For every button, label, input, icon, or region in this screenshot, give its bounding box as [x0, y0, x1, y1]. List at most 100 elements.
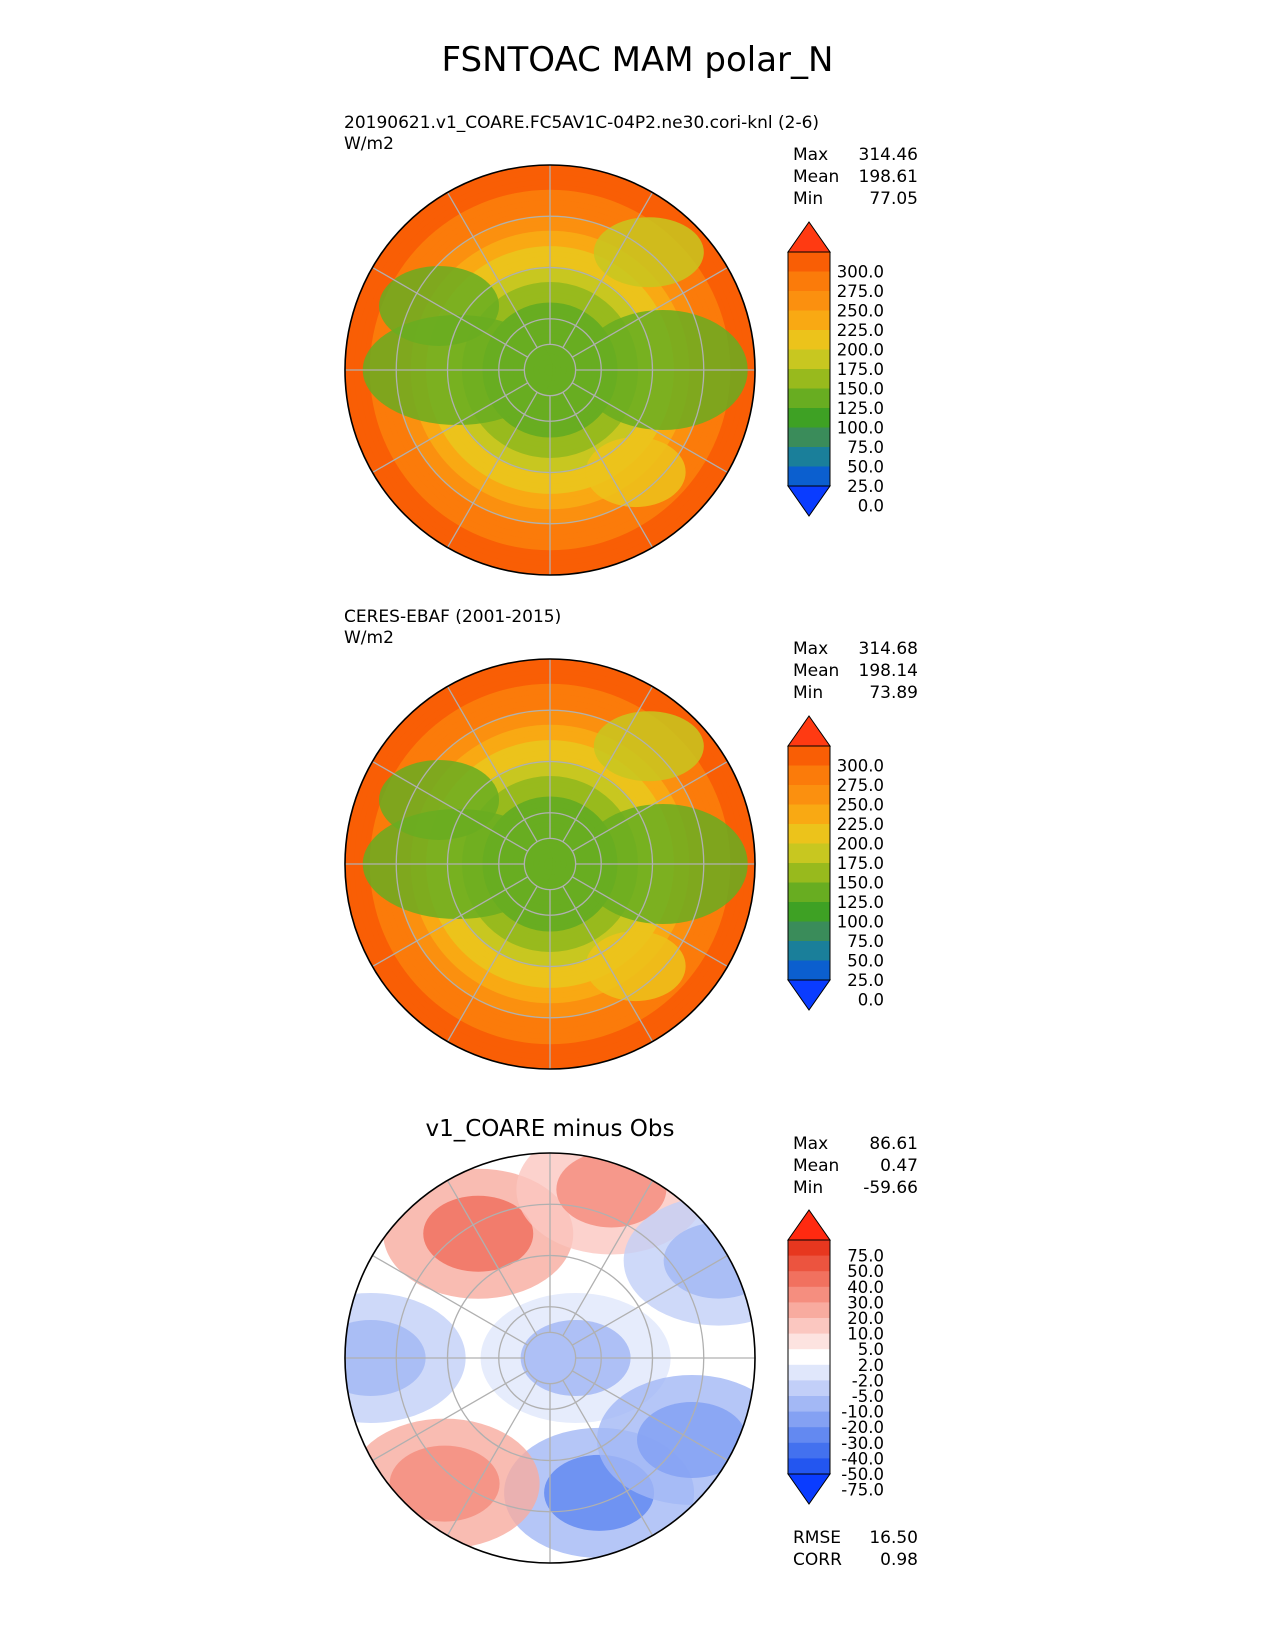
colorbar-tick-label: 10.0 — [847, 1325, 884, 1344]
colorbar-tick-label: 0.0 — [858, 497, 884, 516]
graticule — [345, 659, 755, 1069]
colorbar-difference: 75.050.040.030.020.010.05.02.0-2.0-5.0-1… — [787, 1209, 884, 1505]
meridian — [367, 758, 529, 852]
colorbar-segment — [788, 271, 830, 292]
meridian — [367, 1252, 529, 1346]
colorbar-segment — [788, 447, 830, 467]
colorbar-segment — [788, 804, 830, 825]
meridian — [562, 1379, 656, 1541]
panel-test-stats: Max 314.46 Mean 198.61 Min 77.05 — [793, 144, 918, 210]
colorbar-tick-label: 275.0 — [837, 776, 884, 795]
map-boundary — [344, 658, 756, 1070]
colorbar-tick-label: 175.0 — [837, 360, 884, 379]
colorbar-segment — [788, 1302, 830, 1319]
panel-test-title-line1: 20190621.v1_COARE.FC5AV1C-04P2.ne30.cori… — [344, 113, 820, 133]
colorbar-tick-label: 40.0 — [847, 1278, 884, 1297]
colorbar-tick-label: -30.0 — [841, 1434, 884, 1453]
map-boundary — [344, 164, 756, 576]
colorbar-extend-min — [787, 485, 831, 517]
stat-row: Max 314.46 — [793, 145, 918, 165]
colorbar-segment — [788, 1442, 830, 1459]
colorbar-segment — [788, 1333, 830, 1350]
panel-reference-stats: Max 314.68 Mean 198.14 Min 73.89 — [793, 638, 918, 704]
colorbar-tick-label: 175.0 — [837, 854, 884, 873]
colorbar-segment — [788, 1240, 830, 1257]
colorbar-tick-label: 75.0 — [847, 932, 884, 951]
meridian — [562, 681, 656, 843]
panel-reference-units: W/m2 — [344, 628, 394, 648]
colorbar-tick-label: 75.0 — [847, 438, 884, 457]
colorbar-segment — [788, 388, 830, 409]
colorbar-tick-label: 125.0 — [837, 399, 884, 418]
colorbar-segment — [788, 960, 830, 981]
colorbar-tick-label: 25.0 — [847, 971, 884, 990]
map-boundary — [344, 1152, 756, 1564]
colorbar-segment — [788, 1255, 830, 1272]
map-reference — [344, 658, 756, 1070]
colorbar-segment — [788, 1271, 830, 1288]
panel-reference-title: CERES-EBAF (2001-2015) W/m2 — [344, 607, 561, 649]
panel-difference-title: v1_COARE minus Obs — [425, 1116, 675, 1142]
colorbar-segment — [788, 1396, 830, 1413]
stat-row: Min -59.66 — [793, 1178, 918, 1198]
colorbar-segment — [788, 765, 830, 786]
colorbar-tick-label: 25.0 — [847, 477, 884, 496]
meridian — [562, 1175, 656, 1337]
meridian — [367, 1370, 529, 1464]
meridian — [562, 391, 656, 553]
meridian — [571, 758, 733, 852]
colorbar-frame — [787, 251, 831, 487]
colorbar-tick-label: 150.0 — [837, 874, 884, 893]
colorbar-segment — [788, 427, 830, 448]
colorbar-segment — [788, 1380, 830, 1397]
colorbar-tick-label: 100.0 — [837, 419, 884, 438]
colorbar-segment — [788, 785, 830, 805]
panel-reference-title-line1: CERES-EBAF (2001-2015) — [344, 607, 562, 627]
anomaly-core — [389, 1445, 500, 1522]
colorbar-extend-min — [787, 979, 831, 1011]
colorbar-tick-label: 50.0 — [847, 458, 884, 477]
meridian — [571, 1370, 733, 1464]
colorbar-tick-label: -75.0 — [841, 1481, 884, 1500]
field-region — [585, 437, 686, 508]
colorbar-tick-label: -5.0 — [852, 1387, 884, 1406]
meridian — [444, 187, 538, 349]
meridian — [367, 264, 529, 358]
colorbar-segment — [788, 746, 830, 766]
map-difference — [344, 1152, 756, 1564]
stat-row: Max 314.68 — [793, 639, 918, 659]
colorbar-tick-label: -40.0 — [841, 1449, 884, 1468]
colorbar-tick-label: -10.0 — [841, 1403, 884, 1422]
colorbar-tick-label: 250.0 — [837, 302, 884, 321]
colorbar-tick-label: 75.0 — [847, 1247, 884, 1266]
metric-row: CORR 0.98 — [793, 1550, 918, 1570]
colorbar-segment — [788, 369, 830, 389]
colorbar-tick-label: 300.0 — [837, 263, 884, 282]
colorbar-segment — [788, 1411, 830, 1428]
colorbar-tick-label: 200.0 — [837, 835, 884, 854]
colorbar-tick-label: 50.0 — [847, 1262, 884, 1281]
colorbar-tick-label: 150.0 — [837, 380, 884, 399]
meridian — [562, 885, 656, 1047]
meridian — [444, 1175, 538, 1337]
colorbar-segment — [788, 902, 830, 922]
colorbar-tick-label: 50.0 — [847, 952, 884, 971]
colorbar-segment — [788, 252, 830, 272]
colorbar-frame — [787, 1239, 831, 1475]
colorbar-segment — [788, 1318, 830, 1335]
colorbar-tick-label: 100.0 — [837, 913, 884, 932]
colorbar-segment — [788, 863, 830, 883]
stat-row: Min 73.89 — [793, 683, 918, 703]
meridian — [367, 876, 529, 970]
panel-test-units: W/m2 — [344, 134, 394, 154]
colorbar-segment — [788, 1286, 830, 1303]
colorbar-extend-min — [787, 1473, 831, 1505]
meridian — [444, 681, 538, 843]
panel-difference-stats: Max 86.61 Mean 0.47 Min -59.66 — [793, 1133, 918, 1199]
colorbar-tick-label: -20.0 — [841, 1418, 884, 1437]
colorbar-segment — [788, 408, 830, 428]
colorbar-tick-label: 2.0 — [858, 1356, 884, 1375]
colorbar-test: 300.0275.0250.0225.0200.0175.0150.0125.0… — [787, 221, 884, 517]
colorbar-segment — [788, 1364, 830, 1381]
colorbar-segment — [788, 1349, 830, 1366]
